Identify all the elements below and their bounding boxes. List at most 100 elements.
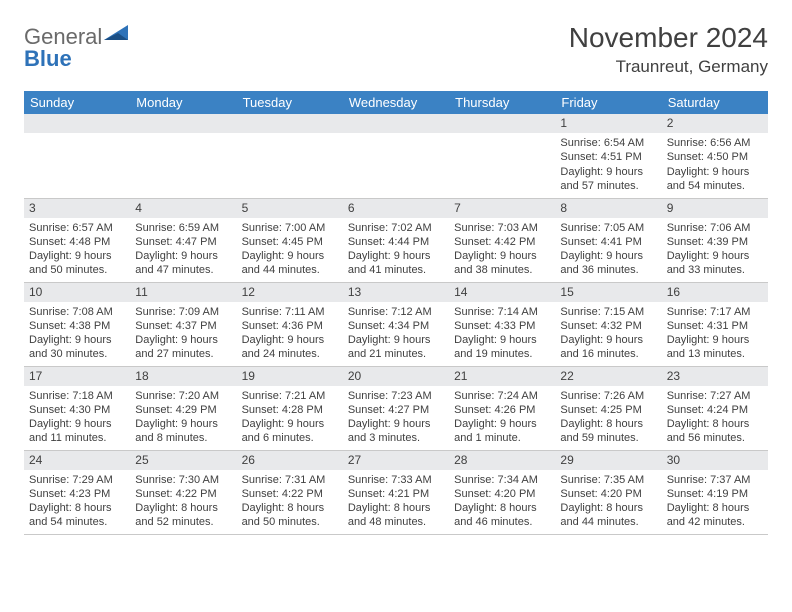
calendar-week-row: 24Sunrise: 7:29 AMSunset: 4:23 PMDayligh… bbox=[24, 450, 768, 534]
sunset-text: Sunset: 4:44 PM bbox=[348, 235, 444, 249]
sunrise-text: Sunrise: 7:17 AM bbox=[667, 305, 763, 319]
calendar-week-row: 1Sunrise: 6:54 AMSunset: 4:51 PMDaylight… bbox=[24, 114, 768, 198]
header: General Blue November 2024 Traunreut, Ge… bbox=[24, 22, 768, 77]
day-number: 28 bbox=[449, 451, 555, 470]
sunset-text: Sunset: 4:22 PM bbox=[242, 487, 338, 501]
calendar-cell: 8Sunrise: 7:05 AMSunset: 4:41 PMDaylight… bbox=[555, 198, 661, 282]
sunrise-text: Sunrise: 7:35 AM bbox=[560, 473, 656, 487]
daylight-text: and 54 minutes. bbox=[29, 515, 125, 529]
daylight-text: and 47 minutes. bbox=[135, 263, 231, 277]
daylight-text: and 24 minutes. bbox=[242, 347, 338, 361]
calendar-cell bbox=[449, 114, 555, 198]
calendar-cell: 16Sunrise: 7:17 AMSunset: 4:31 PMDayligh… bbox=[662, 282, 768, 366]
logo: General Blue bbox=[24, 22, 132, 70]
calendar-cell: 24Sunrise: 7:29 AMSunset: 4:23 PMDayligh… bbox=[24, 450, 130, 534]
day-number: 13 bbox=[343, 283, 449, 302]
day-body: Sunrise: 7:33 AMSunset: 4:21 PMDaylight:… bbox=[343, 470, 449, 533]
daylight-text: Daylight: 9 hours bbox=[560, 249, 656, 263]
day-number: 25 bbox=[130, 451, 236, 470]
day-number: 22 bbox=[555, 367, 661, 386]
sunset-text: Sunset: 4:20 PM bbox=[454, 487, 550, 501]
day-body: Sunrise: 7:15 AMSunset: 4:32 PMDaylight:… bbox=[555, 302, 661, 365]
day-body: Sunrise: 7:24 AMSunset: 4:26 PMDaylight:… bbox=[449, 386, 555, 449]
day-number: 26 bbox=[237, 451, 343, 470]
daylight-text: Daylight: 9 hours bbox=[242, 249, 338, 263]
daylight-text: Daylight: 9 hours bbox=[454, 417, 550, 431]
sunset-text: Sunset: 4:21 PM bbox=[348, 487, 444, 501]
sunset-text: Sunset: 4:32 PM bbox=[560, 319, 656, 333]
title-block: November 2024 Traunreut, Germany bbox=[569, 22, 768, 77]
daylight-text: Daylight: 9 hours bbox=[348, 333, 444, 347]
day-body: Sunrise: 7:09 AMSunset: 4:37 PMDaylight:… bbox=[130, 302, 236, 365]
daylight-text: and 21 minutes. bbox=[348, 347, 444, 361]
sunset-text: Sunset: 4:19 PM bbox=[667, 487, 763, 501]
calendar-cell bbox=[130, 114, 236, 198]
day-body: Sunrise: 6:57 AMSunset: 4:48 PMDaylight:… bbox=[24, 218, 130, 281]
day-body: Sunrise: 7:29 AMSunset: 4:23 PMDaylight:… bbox=[24, 470, 130, 533]
logo-text-2: Blue bbox=[24, 46, 72, 71]
day-number: 23 bbox=[662, 367, 768, 386]
sunset-text: Sunset: 4:33 PM bbox=[454, 319, 550, 333]
weekday-label: Sunday bbox=[24, 91, 130, 114]
sunset-text: Sunset: 4:38 PM bbox=[29, 319, 125, 333]
day-number: 1 bbox=[555, 114, 661, 133]
daylight-text: and 30 minutes. bbox=[29, 347, 125, 361]
daylight-text: and 33 minutes. bbox=[667, 263, 763, 277]
day-number-bar bbox=[449, 114, 555, 133]
sunrise-text: Sunrise: 7:33 AM bbox=[348, 473, 444, 487]
daylight-text: Daylight: 9 hours bbox=[348, 417, 444, 431]
day-number: 30 bbox=[662, 451, 768, 470]
daylight-text: and 44 minutes. bbox=[242, 263, 338, 277]
page-subtitle: Traunreut, Germany bbox=[569, 57, 768, 77]
weekday-label: Wednesday bbox=[343, 91, 449, 114]
calendar-cell: 21Sunrise: 7:24 AMSunset: 4:26 PMDayligh… bbox=[449, 366, 555, 450]
day-body: Sunrise: 7:03 AMSunset: 4:42 PMDaylight:… bbox=[449, 218, 555, 281]
daylight-text: and 50 minutes. bbox=[242, 515, 338, 529]
sunset-text: Sunset: 4:48 PM bbox=[29, 235, 125, 249]
day-number: 8 bbox=[555, 199, 661, 218]
daylight-text: and 13 minutes. bbox=[667, 347, 763, 361]
sunrise-text: Sunrise: 7:14 AM bbox=[454, 305, 550, 319]
calendar-body: 1Sunrise: 6:54 AMSunset: 4:51 PMDaylight… bbox=[24, 114, 768, 534]
daylight-text: and 52 minutes. bbox=[135, 515, 231, 529]
day-number: 29 bbox=[555, 451, 661, 470]
day-number: 5 bbox=[237, 199, 343, 218]
day-number: 24 bbox=[24, 451, 130, 470]
calendar-cell: 5Sunrise: 7:00 AMSunset: 4:45 PMDaylight… bbox=[237, 198, 343, 282]
sunset-text: Sunset: 4:26 PM bbox=[454, 403, 550, 417]
calendar-cell: 2Sunrise: 6:56 AMSunset: 4:50 PMDaylight… bbox=[662, 114, 768, 198]
calendar-cell: 17Sunrise: 7:18 AMSunset: 4:30 PMDayligh… bbox=[24, 366, 130, 450]
calendar-cell: 4Sunrise: 6:59 AMSunset: 4:47 PMDaylight… bbox=[130, 198, 236, 282]
day-body: Sunrise: 7:11 AMSunset: 4:36 PMDaylight:… bbox=[237, 302, 343, 365]
daylight-text: and 46 minutes. bbox=[454, 515, 550, 529]
sunset-text: Sunset: 4:25 PM bbox=[560, 403, 656, 417]
calendar-cell: 30Sunrise: 7:37 AMSunset: 4:19 PMDayligh… bbox=[662, 450, 768, 534]
calendar-cell: 26Sunrise: 7:31 AMSunset: 4:22 PMDayligh… bbox=[237, 450, 343, 534]
sunset-text: Sunset: 4:23 PM bbox=[29, 487, 125, 501]
sunset-text: Sunset: 4:20 PM bbox=[560, 487, 656, 501]
daylight-text: Daylight: 9 hours bbox=[29, 417, 125, 431]
daylight-text: and 48 minutes. bbox=[348, 515, 444, 529]
daylight-text: Daylight: 9 hours bbox=[135, 333, 231, 347]
calendar-week-row: 3Sunrise: 6:57 AMSunset: 4:48 PMDaylight… bbox=[24, 198, 768, 282]
calendar-cell bbox=[237, 114, 343, 198]
sunset-text: Sunset: 4:39 PM bbox=[667, 235, 763, 249]
weekday-label: Monday bbox=[130, 91, 236, 114]
calendar-cell: 15Sunrise: 7:15 AMSunset: 4:32 PMDayligh… bbox=[555, 282, 661, 366]
calendar-cell: 6Sunrise: 7:02 AMSunset: 4:44 PMDaylight… bbox=[343, 198, 449, 282]
calendar-cell: 10Sunrise: 7:08 AMSunset: 4:38 PMDayligh… bbox=[24, 282, 130, 366]
day-body: Sunrise: 7:17 AMSunset: 4:31 PMDaylight:… bbox=[662, 302, 768, 365]
daylight-text: and 56 minutes. bbox=[667, 431, 763, 445]
sunrise-text: Sunrise: 7:18 AM bbox=[29, 389, 125, 403]
daylight-text: and 42 minutes. bbox=[667, 515, 763, 529]
calendar-cell: 29Sunrise: 7:35 AMSunset: 4:20 PMDayligh… bbox=[555, 450, 661, 534]
daylight-text: and 50 minutes. bbox=[29, 263, 125, 277]
sunset-text: Sunset: 4:29 PM bbox=[135, 403, 231, 417]
day-number: 15 bbox=[555, 283, 661, 302]
daylight-text: and 3 minutes. bbox=[348, 431, 444, 445]
daylight-text: Daylight: 9 hours bbox=[135, 249, 231, 263]
sunrise-text: Sunrise: 6:59 AM bbox=[135, 221, 231, 235]
calendar-cell: 28Sunrise: 7:34 AMSunset: 4:20 PMDayligh… bbox=[449, 450, 555, 534]
daylight-text: and 16 minutes. bbox=[560, 347, 656, 361]
day-body: Sunrise: 6:56 AMSunset: 4:50 PMDaylight:… bbox=[662, 133, 768, 196]
